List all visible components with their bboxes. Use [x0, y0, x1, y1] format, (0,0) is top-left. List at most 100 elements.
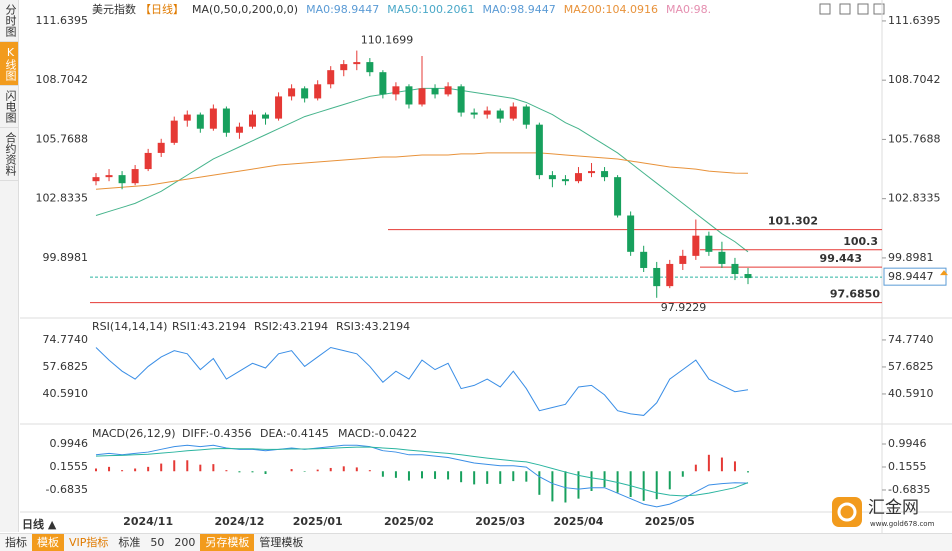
- level-label: 101.302: [768, 215, 818, 228]
- candle-body: [314, 84, 322, 99]
- dea-line: [95, 446, 749, 497]
- last-price-label: 98.9447: [888, 270, 934, 283]
- x-tick-label: 2025/05: [645, 515, 695, 528]
- y-tick-label: 74.7740: [888, 333, 934, 346]
- tab[interactable]: K线图: [0, 42, 18, 86]
- candle-body: [744, 274, 752, 279]
- candle-body: [444, 86, 452, 95]
- candle-body: [588, 171, 596, 174]
- candle-body: [431, 88, 439, 95]
- candle-body: [275, 96, 283, 119]
- y-tick-label: 111.6395: [888, 14, 941, 27]
- toolbar-button[interactable]: 管理模板: [259, 536, 304, 549]
- period-button[interactable]: 日线 ▲: [22, 517, 57, 531]
- candle-body: [653, 267, 661, 287]
- icon[interactable]: [819, 3, 831, 15]
- candle-body: [222, 108, 230, 133]
- rsi-legend: RSI2:43.2194: [254, 320, 328, 333]
- candle-body: [405, 86, 413, 105]
- sidebar: 分时图 K线图 闪电图 合约资料: [0, 0, 19, 532]
- chart: 美元指数 【日线】 MA(0,50,0,200,0,0) MA0:98.9447 MA5…: [20, 0, 952, 533]
- y-tick-label: 0.9946: [888, 437, 927, 450]
- legend-entry: MA(0,50,0,200,0,0): [192, 3, 298, 16]
- y-tick-label: 99.8981: [43, 251, 89, 264]
- toolbar-button[interactable]: VIP指标: [69, 536, 109, 549]
- candle-body: [92, 177, 100, 182]
- x-tick-label: 2025/04: [554, 515, 604, 528]
- macd-legend: MACD:-0.0422: [338, 427, 417, 440]
- period: 【日线】: [140, 2, 184, 16]
- candle-body: [614, 177, 622, 216]
- high-label: 110.1699: [361, 34, 414, 47]
- candle-body: [718, 251, 726, 264]
- tab[interactable]: 分时图: [0, 0, 18, 42]
- toolbar-button[interactable]: 另存模板: [200, 534, 255, 551]
- legend-entry: MA0:98.9447: [306, 3, 379, 16]
- candle-body: [301, 88, 309, 99]
- legend-entry: MA50:100.2061: [387, 3, 474, 16]
- rsi-title: RSI(14,14,14): [92, 320, 167, 333]
- macd-legend: DEA:-0.4145: [260, 427, 329, 440]
- level-label: 100.3: [843, 235, 878, 248]
- y-tick-label: 57.6825: [888, 360, 934, 373]
- candle-body: [601, 171, 609, 178]
- legend-entry: MA0:98.: [666, 3, 711, 16]
- rsi-line: [95, 346, 749, 416]
- y-tick-label: 105.7688: [888, 132, 941, 145]
- instrument: 美元指数: [92, 2, 136, 16]
- candle-body: [248, 114, 256, 127]
- candle-body: [392, 86, 400, 95]
- candle-body: [496, 110, 504, 119]
- legend: 美元指数 【日线】 MA(0,50,0,200,0,0) MA0:98.9447 MA5…: [92, 2, 711, 16]
- candle-body: [640, 251, 648, 268]
- tab[interactable]: 合约资料: [0, 128, 18, 181]
- icon[interactable]: [857, 3, 869, 15]
- toolbar-button[interactable]: 50: [150, 536, 165, 549]
- icon[interactable]: [873, 3, 885, 15]
- toolbar-button[interactable]: 标准: [118, 536, 141, 549]
- candle-body: [535, 124, 543, 176]
- last-price-arrow: [940, 270, 948, 276]
- candle-body: [509, 106, 517, 119]
- icon[interactable]: [839, 3, 851, 15]
- toolbar-button[interactable]: 200: [174, 536, 196, 549]
- candle-body: [131, 169, 139, 184]
- candle-body: [105, 175, 113, 178]
- x-tick-label: 2024/12: [214, 515, 264, 528]
- candle-body: [353, 62, 361, 65]
- legend-entry: MA200:104.0916: [564, 3, 658, 16]
- candle-body: [692, 235, 700, 256]
- candle-body: [561, 179, 569, 182]
- tab[interactable]: 闪电图: [0, 86, 18, 128]
- toolbar-button[interactable]: 模板: [32, 534, 64, 551]
- y-tick-label: 102.8335: [888, 192, 941, 205]
- candle-body: [731, 263, 739, 275]
- candle-body: [418, 88, 426, 105]
- level-label: 97.6850: [830, 288, 880, 301]
- candle-body: [183, 114, 191, 121]
- ma-line: [95, 152, 749, 190]
- macd-title: MACD(26,12,9): [92, 427, 176, 440]
- x-tick-label: 2025/03: [475, 515, 525, 528]
- candle-body: [666, 263, 674, 287]
- toolbar-button[interactable]: 指标: [5, 536, 27, 549]
- y-tick-label: 108.7042: [888, 73, 941, 86]
- y-tick-label: 102.8335: [36, 192, 89, 205]
- x-tick-label: 2024/11: [123, 515, 173, 528]
- candle-body: [470, 112, 478, 115]
- x-tick-label: 2025/01: [293, 515, 343, 528]
- ma-line: [95, 87, 749, 253]
- macd-legend: DIFF:-0.4356: [182, 427, 252, 440]
- last-price-box: [883, 267, 947, 286]
- watermark-text: 汇金网: [868, 498, 919, 518]
- watermark: 汇金网 www.gold678.com: [832, 497, 935, 528]
- candle-body: [235, 126, 243, 133]
- candle-body: [366, 62, 374, 73]
- candle-body: [118, 175, 126, 184]
- rsi-legend: RSI3:43.2194: [336, 320, 410, 333]
- legend-entry: MA0:98.9447: [483, 3, 556, 16]
- rsi-legend: RSI1:43.2194: [172, 320, 246, 333]
- candle-body: [379, 72, 387, 95]
- y-tick-label: 0.1555: [888, 460, 927, 473]
